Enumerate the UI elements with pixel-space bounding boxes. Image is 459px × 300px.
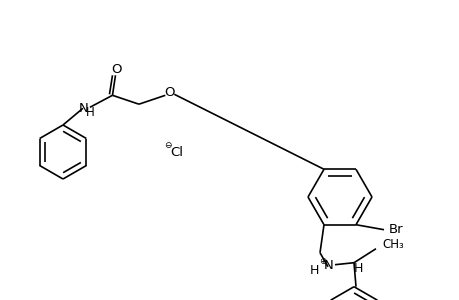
Text: H: H: [308, 264, 318, 277]
Text: O: O: [111, 63, 122, 76]
Text: H: H: [353, 262, 362, 275]
Text: Cl: Cl: [170, 146, 183, 158]
Text: N: N: [324, 259, 333, 272]
Text: O: O: [164, 86, 174, 99]
Text: Br: Br: [388, 223, 403, 236]
Text: ⊕: ⊕: [319, 257, 326, 266]
Text: ⊖: ⊖: [164, 140, 171, 149]
Text: N: N: [79, 102, 89, 115]
Text: H: H: [85, 106, 94, 119]
Text: CH₃: CH₃: [381, 238, 403, 251]
